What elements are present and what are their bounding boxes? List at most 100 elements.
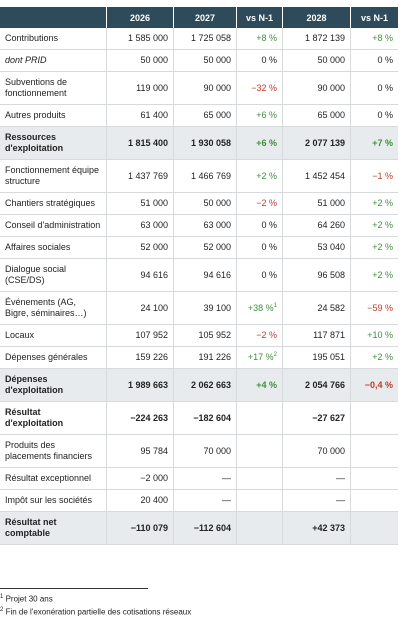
row-label: Résultat exceptionnel (0, 467, 107, 490)
cell: +7 % (350, 126, 398, 160)
budget-table: 2026 2027 vs N-1 2028 vs N-1 Contributions 1 … (0, 7, 398, 545)
cell: 1 989 663 (106, 368, 174, 402)
row-label: Subventions de fonctionnement (0, 71, 107, 105)
cell: 94 616 (106, 258, 174, 292)
empty-cell (236, 489, 283, 512)
cell: +2 % (350, 258, 398, 292)
row-label: Autres produits (0, 104, 107, 127)
cell: 191 226 (173, 346, 237, 369)
row-label: Chantiers stratégiques (0, 192, 107, 215)
footnote-ref: 1 (273, 302, 277, 309)
row-label: Dépenses générales (0, 346, 107, 369)
row-label: Conseil d'administration (0, 214, 107, 237)
cell: 1 725 058 (173, 28, 237, 50)
cell: +8 % (236, 28, 283, 50)
column-header (0, 7, 107, 28)
table-row: Produits des placements financiers 95 784… (0, 434, 398, 468)
table-row: Dépenses générales 159 226 191 226 +17 %2 19… (0, 346, 398, 369)
table-row: dont PRID 50 000 50 000 0 % 50 000 0 % (0, 49, 398, 72)
row-label: Résultat d'exploitation (0, 401, 107, 435)
cell: 159 226 (106, 346, 174, 369)
cell: 94 616 (173, 258, 237, 292)
cell: −59 % (350, 291, 398, 325)
table-row: Dépenses d'exploitation 1 989 663 2 062 66… (0, 368, 398, 402)
cell: −2 % (236, 324, 283, 347)
empty-cell (236, 467, 283, 490)
cell: — (173, 489, 237, 512)
cell: 2 062 663 (173, 368, 237, 402)
cell: 70 000 (173, 434, 237, 468)
footnote-rule (0, 588, 148, 589)
cell: 50 000 (282, 49, 351, 72)
footnote: 2 Fin de l'exonération partielle des cot… (0, 605, 191, 618)
empty-cell (236, 434, 283, 468)
empty-cell (236, 401, 283, 435)
cell: 24 100 (106, 291, 174, 325)
cell: −224 263 (106, 401, 174, 435)
cell: 0 % (350, 71, 398, 105)
cell: 105 952 (173, 324, 237, 347)
cell-value: +38 % (247, 302, 274, 313)
table-row: Locaux 107 952 105 952 −2 % 117 871 +10 % (0, 324, 398, 347)
table-row: Impôt sur les sociétés 20 400— — (0, 489, 398, 512)
footnote-ref: 2 (273, 352, 277, 358)
cell: 52 000 (106, 236, 174, 259)
cell: 0 % (236, 258, 283, 292)
cell: +6 % (236, 126, 283, 160)
table-row: Autres produits 61 400 65 000 +6 % 65 000 0 % (0, 104, 398, 127)
footnote-text: Fin de l'exonération partielle des cotis… (5, 607, 192, 617)
cell: 50 000 (106, 49, 174, 72)
cell: 63 000 (106, 214, 174, 237)
cell: 63 000 (173, 214, 237, 237)
row-label: Résultat net comptable (0, 511, 107, 545)
cell: 52 000 (173, 236, 237, 259)
cell: 70 000 (282, 434, 351, 468)
empty-cell (350, 467, 398, 490)
row-label: Contributions (0, 28, 107, 50)
cell: 117 871 (282, 324, 351, 347)
column-header: 2026 (106, 7, 174, 28)
row-label: Fonctionnement équipe structure (0, 159, 107, 193)
cell: −110 079 (106, 511, 174, 545)
cell: 64 260 (282, 214, 351, 237)
cell: 2 077 139 (282, 126, 351, 160)
table-row: Événements (AG, Bigre, séminaires…) 24 10… (0, 291, 398, 325)
row-label: Ressources d'exploitation (0, 126, 107, 160)
cell: +38 %1 (236, 291, 283, 325)
cell: 50 000 (173, 49, 237, 72)
empty-cell (236, 511, 283, 545)
cell: 1 585 000 (106, 28, 174, 50)
cell: 1 466 769 (173, 159, 237, 193)
cell: 50 000 (173, 192, 237, 215)
cell: 90 000 (173, 71, 237, 105)
cell: 119 000 (106, 71, 174, 105)
cell: — (173, 467, 237, 490)
table-row: Ressources d'exploitation 1 815 400 1 930 … (0, 126, 398, 160)
table-row: Fonctionnement équipe structure 1 437 769… (0, 159, 398, 193)
cell: +42 373 (282, 511, 351, 545)
column-header: 2028 (282, 7, 351, 28)
row-label: Événements (AG, Bigre, séminaires…) (0, 291, 107, 325)
cell: 95 784 (106, 434, 174, 468)
cell: −2 000 (106, 467, 174, 490)
table-row: Résultat exceptionnel −2 000— — (0, 467, 398, 490)
row-label: Produits des placements financiers (0, 434, 107, 468)
cell: −112 604 (173, 511, 237, 545)
footnote-text: Projet 30 ans (5, 594, 53, 604)
cell: +2 % (350, 214, 398, 237)
cell: 61 400 (106, 104, 174, 127)
cell: +8 % (350, 28, 398, 50)
table-row: Chantiers stratégiques 51 000 50 000 −2 % 51… (0, 192, 398, 215)
cell: 1 815 400 (106, 126, 174, 160)
cell: 0 % (350, 104, 398, 127)
table-row: Résultat d'exploitation −224 263 −182 604 −… (0, 401, 398, 435)
cell: −32 % (236, 71, 283, 105)
cell: 0 % (236, 214, 283, 237)
cell: +2 % (236, 159, 283, 193)
table-row: Dialogue social (CSE/DS) 94 616 94 616 0 % 9… (0, 258, 398, 292)
cell: 39 100 (173, 291, 237, 325)
cell: +17 %2 (236, 346, 283, 369)
cell: 1 872 139 (282, 28, 351, 50)
cell: 51 000 (282, 192, 351, 215)
